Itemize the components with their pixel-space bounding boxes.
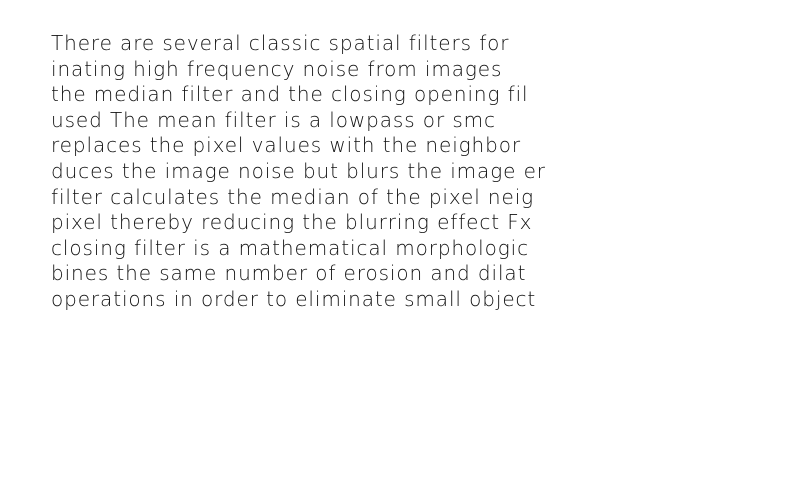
text-line-8: pixel thereby reducing the blurring effe…	[51, 210, 533, 235]
text-line-2: inating high frequency noise from images	[51, 56, 503, 81]
text-line-6: duces the image noise but blurs the imag…	[51, 158, 546, 183]
text-line-5: replaces the pixel values with the neigh…	[51, 133, 521, 158]
text-line-10: bines the same number of erosion and dil…	[51, 261, 527, 286]
text-line-1: There are several classic spatial filter…	[51, 31, 510, 55]
text-line-7: filter calculates the median of the pixe…	[51, 184, 535, 209]
text-block: There are several classic spatial filter…	[51, 31, 771, 313]
text-line-3: the median filter and the closing openin…	[51, 82, 529, 107]
text-line-9: closing filter is a mathematical morphol…	[51, 235, 529, 260]
text-line-11: operations in order to eliminate small o…	[51, 286, 537, 311]
text-line-4: used The mean filter is a lowpass or smc	[51, 107, 496, 132]
